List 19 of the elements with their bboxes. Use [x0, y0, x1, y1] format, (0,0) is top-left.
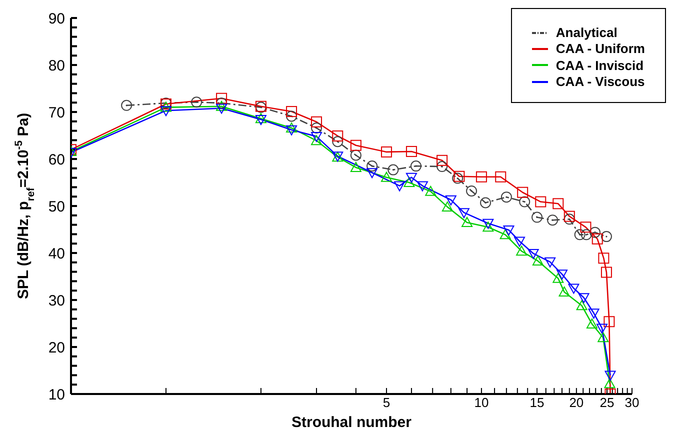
y-tick-label: 80 — [48, 57, 65, 74]
legend-label: CAA - Viscous — [556, 74, 645, 89]
y-tick-label: 70 — [48, 104, 65, 122]
y-tick-label: 40 — [48, 245, 65, 262]
x-tick-label: 25 — [600, 395, 614, 410]
x-tick-label: 15 — [530, 395, 544, 410]
y-tick-label: 20 — [48, 339, 65, 356]
y-tick-label: 30 — [48, 292, 65, 310]
legend-label: Analytical — [556, 25, 618, 40]
x-tick-label: 10 — [474, 395, 489, 410]
x-tick-label: 20 — [569, 395, 584, 410]
x-tick-label: 30 — [624, 395, 640, 410]
legend-label: CAA - Uniform — [556, 41, 645, 56]
y-tick-label: 90 — [48, 10, 65, 28]
legend-label: CAA - Inviscid — [556, 58, 644, 73]
y-tick-label: 60 — [48, 151, 65, 168]
x-tick-label: 5 — [382, 395, 390, 410]
y-tick-label: 50 — [48, 198, 65, 216]
x-axis-title: Strouhal number — [291, 414, 412, 431]
